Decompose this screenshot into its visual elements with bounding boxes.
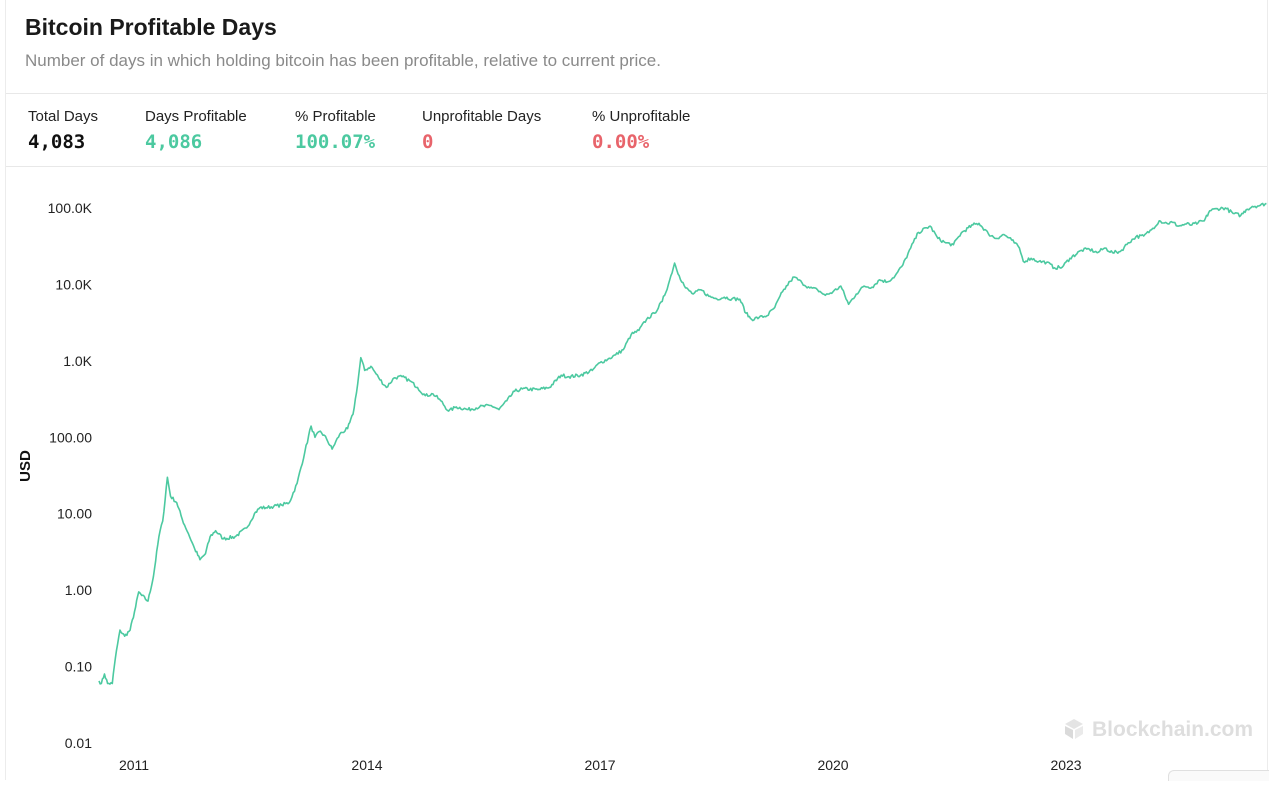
watermark-text: Blockchain.com — [1092, 718, 1253, 741]
x-tick-label: 2020 — [817, 757, 848, 773]
y-tick-label: 0.01 — [65, 735, 92, 751]
x-axis-labels: 2011 2014 2017 2020 2023 — [119, 757, 1082, 773]
x-tick-label: 2014 — [351, 757, 382, 773]
stat-value: 100.07% — [295, 131, 376, 153]
header-divider — [6, 93, 1267, 94]
y-tick-label: 100.00 — [49, 429, 92, 445]
stat-value: 4,083 — [28, 131, 86, 153]
y-tick-label: 1.00 — [65, 582, 92, 598]
stat-unprofitable-days: Unprofitable Days 0 — [422, 108, 541, 153]
y-axis-labels: 0.01 0.10 1.00 10.00 100.00 1.0K 10.0K 100.0K — [48, 200, 93, 751]
stat-percent-unprofitable: % Unprofitable 0.00% — [592, 108, 690, 153]
stat-label: % Profitable — [295, 108, 376, 125]
stat-label: % Unprofitable — [592, 108, 691, 125]
y-tick-label: 100.0K — [48, 200, 93, 216]
stat-label: Total Days — [28, 108, 99, 125]
stat-days-profitable: Days Profitable 4,086 — [145, 108, 247, 153]
stat-value: 4,086 — [145, 131, 203, 153]
stat-total-days: Total Days 4,083 — [28, 108, 98, 153]
scroll-corner — [1168, 770, 1269, 781]
y-tick-label: 10.00 — [57, 506, 92, 522]
blockchain-logo-icon — [1065, 719, 1083, 739]
stat-value: 0 — [422, 131, 434, 153]
y-axis-title: USD — [17, 450, 34, 482]
stats-divider — [6, 166, 1267, 167]
x-tick-label: 2017 — [584, 757, 615, 773]
page-title: Bitcoin Profitable Days — [25, 14, 277, 40]
stat-value: 0.00% — [592, 131, 650, 153]
page-subtitle: Number of days in which holding bitcoin … — [25, 51, 661, 70]
watermark: Blockchain.com — [1065, 718, 1253, 741]
stat-label: Unprofitable Days — [422, 108, 542, 125]
x-tick-label: 2023 — [1050, 757, 1081, 773]
stat-label: Days Profitable — [145, 108, 247, 125]
stat-percent-profitable: % Profitable 100.07% — [295, 108, 376, 153]
series-line — [98, 202, 1267, 685]
chart-card: Bitcoin Profitable Days Number of days i… — [5, 0, 1268, 780]
y-tick-label: 10.0K — [55, 276, 92, 292]
x-tick-label: 2011 — [119, 757, 149, 773]
y-tick-label: 1.0K — [63, 353, 92, 369]
y-tick-label: 0.10 — [65, 659, 92, 675]
